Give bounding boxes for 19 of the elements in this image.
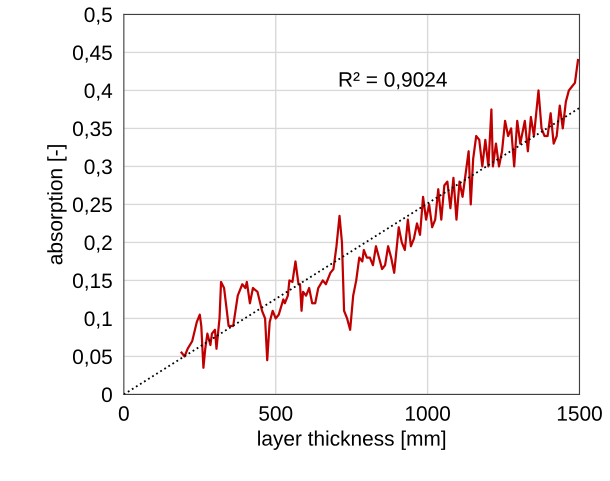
line-series xyxy=(180,58,580,369)
x-tick-label: 1000 xyxy=(406,406,450,421)
y-tick-label: 0,4 xyxy=(84,83,112,101)
y-tick-label: 0 xyxy=(102,387,112,402)
x-tick-label: 500 xyxy=(259,406,292,421)
y-tick-label: 0,1 xyxy=(84,311,112,329)
x-tick-label: 0 xyxy=(118,406,129,421)
annotation: R² = 0,9024 xyxy=(340,72,447,90)
x-tick-label: 1500 xyxy=(558,406,602,421)
y-tick-label: 0,3 xyxy=(84,159,112,177)
y-tick-label: 0,2 xyxy=(84,235,112,253)
y-axis-title: absorption [-] xyxy=(47,145,67,264)
y-tick-label: 0,05 xyxy=(72,349,112,367)
y-tick-label: 0,25 xyxy=(72,197,112,215)
y-tick-label: 0,35 xyxy=(72,121,112,139)
y-tick-label: 0,15 xyxy=(72,273,112,291)
x-axis-title: layer thickness [mm] xyxy=(258,430,446,450)
y-tick-label: 0,45 xyxy=(72,45,112,63)
y-tick-label: 0,5 xyxy=(84,7,112,25)
